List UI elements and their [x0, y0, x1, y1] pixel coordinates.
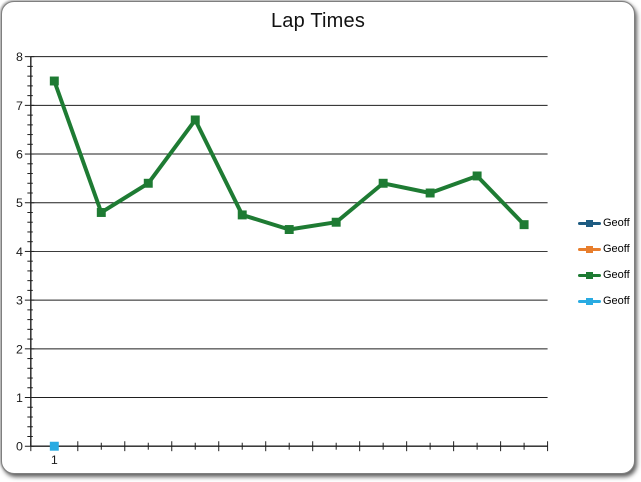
- legend-label: Geoff: [603, 243, 630, 255]
- series-2-data-point-marker: [472, 171, 482, 181]
- series-2-data-point-marker: [143, 178, 153, 188]
- series-2-data-point-marker: [519, 220, 529, 230]
- legend-label: Geoff: [603, 269, 630, 281]
- y-tick-label: 6: [16, 148, 23, 162]
- chart-card: Lap Times 0 1 2 3 4 5 6 7 8 1 Geoff Geoff Geoff G…: [1, 1, 635, 474]
- series-2-data-point-marker: [190, 115, 200, 125]
- legend: Geoff Geoff Geoff Geoff: [578, 210, 634, 314]
- series-2-data-point-marker: [49, 76, 59, 86]
- y-tick-label: 4: [16, 245, 23, 259]
- legend-series-marker-icon: [578, 297, 601, 306]
- y-tick-label: 2: [16, 342, 23, 356]
- legend-label: Geoff: [603, 217, 630, 229]
- legend-item: Geoff: [578, 210, 634, 236]
- y-tick-label: 1: [16, 391, 23, 405]
- legend-series-marker-icon: [578, 245, 601, 254]
- legend-series-marker-icon: [578, 219, 601, 228]
- legend-item: Geoff: [578, 262, 634, 288]
- series-line-2: [52, 79, 527, 232]
- x-tick-label: 1: [51, 453, 58, 467]
- series-2-data-point-marker: [425, 188, 435, 198]
- legend-series-marker-icon: [578, 271, 601, 280]
- chart-title: Lap Times: [270, 10, 366, 32]
- y-tick-label: 3: [16, 294, 23, 308]
- legend-label: Geoff: [603, 295, 630, 307]
- y-tick-label: 7: [16, 99, 23, 113]
- legend-item: Geoff: [578, 288, 634, 314]
- series-2-data-point-marker: [331, 217, 341, 227]
- series-2-data-point-marker: [96, 208, 106, 217]
- chart-plot: 0 1 2 3 4 5 6 7 8 1: [16, 50, 549, 467]
- series-3-data-point-marker: [49, 441, 59, 451]
- series-2-data-point-marker: [237, 210, 247, 220]
- series-2-data-point-marker: [378, 178, 388, 188]
- y-tick-label: 8: [16, 50, 23, 64]
- legend-item: Geoff: [578, 236, 634, 262]
- y-tick-label: 0: [16, 440, 23, 454]
- series-2-data-point-marker: [284, 225, 294, 234]
- y-tick-label: 5: [16, 196, 23, 210]
